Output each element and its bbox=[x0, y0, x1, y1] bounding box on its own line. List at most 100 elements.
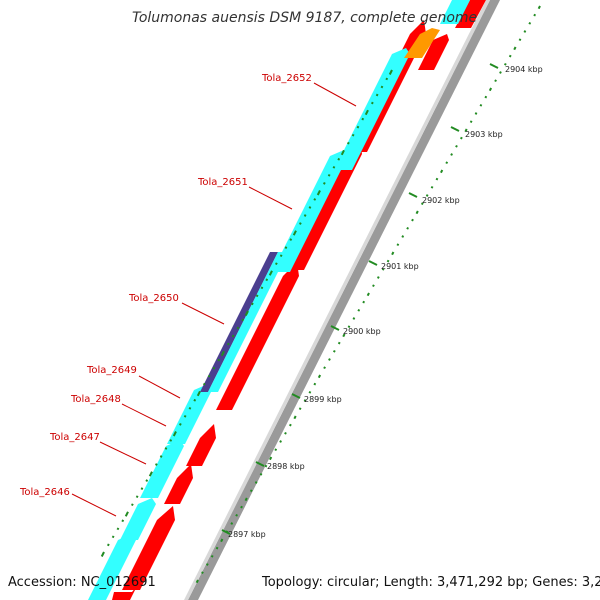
tick-mark bbox=[164, 447, 168, 450]
gene-label[interactable]: Tola_2649 bbox=[86, 365, 137, 376]
tick-mark bbox=[513, 46, 517, 51]
tick-mark bbox=[327, 173, 331, 177]
tick-mark bbox=[445, 161, 449, 165]
position-label: 2898 kbp bbox=[267, 462, 305, 471]
tick-mark bbox=[415, 210, 419, 215]
leader-line bbox=[313, 82, 357, 107]
tick-mark bbox=[196, 390, 201, 397]
position-label: 2902 kbp bbox=[422, 196, 460, 205]
tick-mark bbox=[342, 333, 346, 338]
tick-mark bbox=[268, 270, 273, 276]
tick-mark bbox=[371, 101, 374, 105]
reverse-cds[interactable] bbox=[418, 34, 449, 70]
tick-mark bbox=[230, 522, 234, 525]
accession-text: Accession: NC_012691 bbox=[8, 575, 156, 590]
tick-mark bbox=[260, 286, 264, 290]
tick-mark bbox=[347, 141, 350, 145]
tick-mark bbox=[430, 185, 434, 189]
gene-label[interactable]: Tola_2650 bbox=[128, 293, 179, 304]
tick-mark bbox=[523, 30, 527, 33]
tick-mark bbox=[251, 302, 254, 306]
reverse-cds[interactable] bbox=[186, 424, 216, 466]
tick-mark bbox=[396, 243, 400, 247]
gene-label[interactable]: Tola_2647 bbox=[49, 432, 100, 443]
reverse-cds[interactable] bbox=[216, 262, 299, 410]
forward-cds[interactable] bbox=[272, 150, 348, 272]
tick-mark bbox=[391, 251, 395, 256]
tick-mark bbox=[533, 13, 537, 17]
tick-mark bbox=[193, 398, 197, 402]
tick-mark bbox=[227, 342, 230, 346]
orange-feature[interactable] bbox=[404, 28, 440, 58]
tick-mark bbox=[269, 456, 273, 461]
tick-mark bbox=[464, 128, 468, 133]
position-label: 2897 kbp bbox=[228, 530, 266, 539]
position-scale: 2897 kbp 2898 kbp 2899 kbp 2900 kbp 2901… bbox=[221, 63, 543, 539]
tick-mark bbox=[469, 120, 473, 124]
tick-mark bbox=[333, 349, 336, 353]
tick-mark bbox=[265, 278, 269, 282]
tick-mark bbox=[375, 93, 379, 97]
tick-mark bbox=[220, 538, 224, 543]
tick-mark bbox=[289, 238, 293, 241]
tick-mark bbox=[274, 448, 278, 452]
tick-mark bbox=[386, 259, 390, 263]
reverse-cds[interactable] bbox=[164, 464, 193, 504]
tick-mark bbox=[303, 399, 307, 402]
tick-mark bbox=[121, 519, 125, 523]
tick-mark bbox=[298, 407, 302, 411]
leader-line bbox=[248, 186, 293, 210]
tick-mark bbox=[356, 125, 360, 129]
tick-mark bbox=[420, 202, 424, 206]
tick-mark bbox=[361, 117, 365, 121]
tick-mark bbox=[474, 112, 478, 115]
reverse-cds[interactable] bbox=[122, 506, 175, 590]
position-label: 2903 kbp bbox=[465, 130, 503, 139]
forward-cds[interactable] bbox=[208, 252, 288, 392]
forward-cds[interactable] bbox=[140, 440, 184, 498]
tick-mark bbox=[231, 334, 235, 338]
forward-cds[interactable] bbox=[440, 0, 470, 24]
tick-mark bbox=[111, 535, 115, 539]
tick-mark bbox=[179, 423, 182, 426]
tick-mark bbox=[323, 182, 326, 185]
forward-strand-track bbox=[88, 0, 470, 600]
tick-mark bbox=[351, 133, 355, 137]
tick-mark bbox=[406, 226, 409, 230]
tick-mark bbox=[488, 87, 493, 92]
forward-cds[interactable] bbox=[334, 48, 410, 170]
tick-mark bbox=[372, 284, 375, 288]
forward-cds[interactable] bbox=[167, 384, 212, 444]
gene-label[interactable]: Tola_2651 bbox=[197, 177, 248, 188]
tick-mark bbox=[284, 246, 288, 249]
forward-cds[interactable] bbox=[88, 534, 136, 600]
tick-mark bbox=[435, 177, 439, 181]
tick-mark bbox=[460, 136, 463, 140]
gene-label[interactable]: Tola_2652 bbox=[261, 73, 312, 84]
tick-mark bbox=[172, 431, 177, 437]
tick-mark bbox=[107, 543, 110, 547]
tick-mark bbox=[289, 423, 292, 427]
tick-mark bbox=[508, 54, 512, 58]
tick-mark bbox=[299, 222, 302, 225]
forward-cds[interactable] bbox=[120, 498, 156, 540]
tick-mark bbox=[479, 103, 483, 107]
position-tick bbox=[330, 325, 340, 331]
forward-cds-highlighted[interactable] bbox=[200, 252, 278, 392]
tick-mark bbox=[323, 366, 326, 370]
tick-mark bbox=[499, 71, 502, 74]
genome-backbone-shade bbox=[184, 0, 490, 600]
reverse-cds[interactable] bbox=[112, 586, 137, 600]
tick-mark bbox=[337, 157, 341, 161]
gene-label[interactable]: Tola_2648 bbox=[70, 394, 121, 405]
tick-mark bbox=[366, 292, 370, 297]
tick-mark bbox=[292, 230, 297, 236]
tick-mark bbox=[145, 479, 149, 482]
tick-mark bbox=[116, 527, 120, 531]
reverse-cds[interactable] bbox=[455, 0, 486, 28]
position-tick bbox=[221, 529, 231, 535]
tick-mark bbox=[205, 563, 209, 566]
gene-label[interactable]: Tola_2646 bbox=[19, 487, 70, 498]
tick-mark bbox=[411, 218, 414, 222]
